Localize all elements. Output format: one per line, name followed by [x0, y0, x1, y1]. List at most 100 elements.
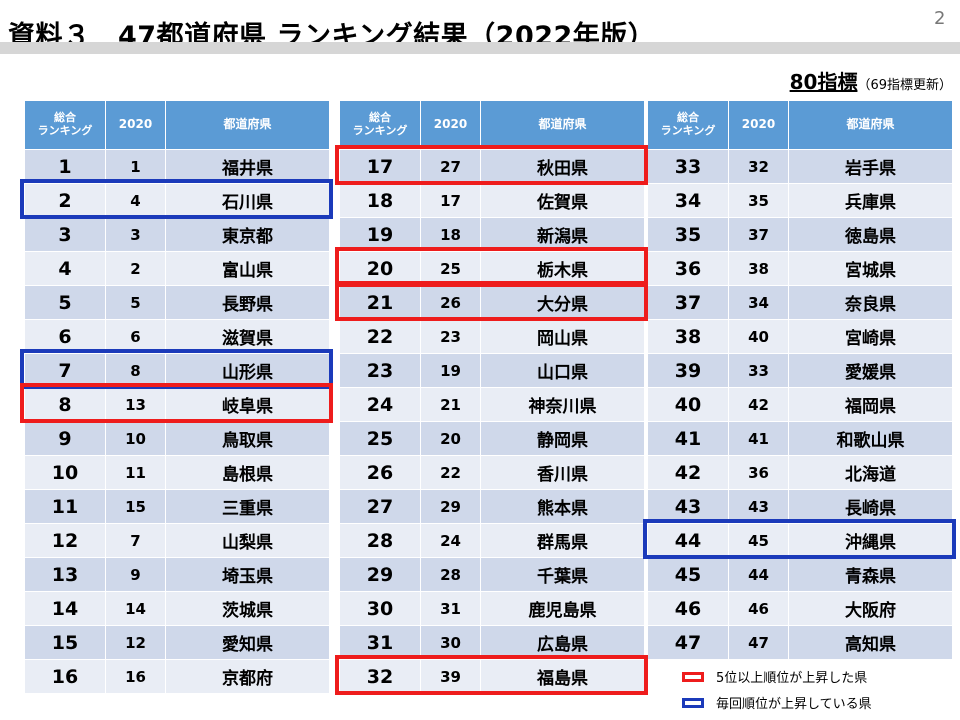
prev-rank-cell: 41	[728, 421, 789, 456]
table-row: 30 31 鹿児島県	[339, 591, 645, 626]
prefecture-cell: 福島県	[480, 659, 645, 694]
header-rank: 総合 ランキング	[24, 100, 106, 150]
header-prefecture: 都道府県	[480, 100, 645, 150]
header-2020: 2020	[728, 100, 789, 150]
table-row: 36 38 宮城県	[647, 251, 953, 286]
table-row: 28 24 群馬県	[339, 523, 645, 558]
table-row: 17 27 秋田県	[339, 149, 645, 184]
table-row: 18 17 佐賀県	[339, 183, 645, 218]
rank-cell: 12	[24, 523, 106, 558]
prev-rank-cell: 1	[105, 149, 166, 184]
prefecture-cell: 滋賀県	[165, 319, 330, 354]
prev-rank-cell: 2	[105, 251, 166, 286]
prev-rank-cell: 3	[105, 217, 166, 252]
table-row: 1 1 福井県	[24, 149, 330, 184]
legend-label: 5位以上順位が上昇した県	[716, 671, 868, 686]
prev-rank-cell: 13	[105, 387, 166, 422]
rank-cell: 17	[339, 149, 421, 184]
prefecture-cell: 兵庫県	[788, 183, 953, 218]
table-row: 19 18 新潟県	[339, 217, 645, 252]
prefecture-cell: 山口県	[480, 353, 645, 388]
rank-cell: 47	[647, 625, 729, 660]
prefecture-cell: 奈良県	[788, 285, 953, 320]
rank-cell: 21	[339, 285, 421, 320]
header-rank: 総合 ランキング	[339, 100, 421, 150]
table-row: 20 25 栃木県	[339, 251, 645, 286]
table-row: 21 26 大分県	[339, 285, 645, 320]
prefecture-cell: 秋田県	[480, 149, 645, 184]
legend-label: 毎回順位が上昇している県	[716, 697, 872, 712]
prefecture-cell: 高知県	[788, 625, 953, 660]
prefecture-cell: 島根県	[165, 455, 330, 490]
rank-cell: 14	[24, 591, 106, 626]
prev-rank-cell: 12	[105, 625, 166, 660]
prev-rank-cell: 20	[420, 421, 481, 456]
table-row: 37 34 奈良県	[647, 285, 953, 320]
prefecture-cell: 東京都	[165, 217, 330, 252]
rank-cell: 35	[647, 217, 729, 252]
rank-cell: 26	[339, 455, 421, 490]
table-row: 7 8 山形県	[24, 353, 330, 388]
table-row: 26 22 香川県	[339, 455, 645, 490]
table-row: 15 12 愛知県	[24, 625, 330, 660]
indicator-main: 80指標	[789, 70, 858, 94]
table-row: 38 40 宮崎県	[647, 319, 953, 354]
prev-rank-cell: 21	[420, 387, 481, 422]
table-row: 13 9 埼玉県	[24, 557, 330, 592]
table-row: 33 32 岩手県	[647, 149, 953, 184]
rank-cell: 28	[339, 523, 421, 558]
prefecture-cell: 富山県	[165, 251, 330, 286]
prefecture-cell: 青森県	[788, 557, 953, 592]
rank-cell: 16	[24, 659, 106, 694]
rank-cell: 38	[647, 319, 729, 354]
table-row: 22 23 岡山県	[339, 319, 645, 354]
table-row: 5 5 長野県	[24, 285, 330, 320]
prev-rank-cell: 25	[420, 251, 481, 286]
table-row: 11 15 三重県	[24, 489, 330, 524]
rank-cell: 20	[339, 251, 421, 286]
prev-rank-cell: 40	[728, 319, 789, 354]
table-row: 41 41 和歌山県	[647, 421, 953, 456]
table-row: 10 11 島根県	[24, 455, 330, 490]
prefecture-cell: 埼玉県	[165, 557, 330, 592]
prefecture-cell: 福井県	[165, 149, 330, 184]
rank-cell: 44	[647, 523, 729, 558]
rank-cell: 23	[339, 353, 421, 388]
prev-rank-cell: 17	[420, 183, 481, 218]
ranking-table-1: 総合 ランキング 2020 都道府県 1 1 福井県 2 4 石川県 3 3 東京都 4 2 富山県 5 5 長野県…	[24, 100, 330, 694]
header-row: 総合 ランキング 2020 都道府県	[24, 100, 330, 150]
rank-cell: 39	[647, 353, 729, 388]
ranking-table-3: 総合 ランキング 2020 都道府県 33 32 岩手県 34 35 兵庫県 35 37 徳島県 36 38…	[647, 100, 953, 660]
prev-rank-cell: 30	[420, 625, 481, 660]
rank-cell: 1	[24, 149, 106, 184]
rank-cell: 31	[339, 625, 421, 660]
table-row: 47 47 高知県	[647, 625, 953, 660]
header-prefecture: 都道府県	[788, 100, 953, 150]
table-row: 27 29 熊本県	[339, 489, 645, 524]
header-row: 総合 ランキング 2020 都道府県	[339, 100, 645, 150]
table-row: 14 14 茨城県	[24, 591, 330, 626]
prefecture-cell: 香川県	[480, 455, 645, 490]
prefecture-cell: 岐阜県	[165, 387, 330, 422]
header-2020: 2020	[420, 100, 481, 150]
prev-rank-cell: 18	[420, 217, 481, 252]
prev-rank-cell: 39	[420, 659, 481, 694]
ranking-table-2: 総合 ランキング 2020 都道府県 17 27 秋田県 18 17 佐賀県 19 18 新潟県 20 25…	[339, 100, 645, 694]
table-row: 32 39 福島県	[339, 659, 645, 694]
prev-rank-cell: 44	[728, 557, 789, 592]
prev-rank-cell: 16	[105, 659, 166, 694]
prev-rank-cell: 9	[105, 557, 166, 592]
prev-rank-cell: 22	[420, 455, 481, 490]
prefecture-cell: 鳥取県	[165, 421, 330, 456]
prev-rank-cell: 26	[420, 285, 481, 320]
rank-cell: 22	[339, 319, 421, 354]
rank-cell: 27	[339, 489, 421, 524]
prefecture-cell: 山梨県	[165, 523, 330, 558]
rank-cell: 19	[339, 217, 421, 252]
prefecture-cell: 岡山県	[480, 319, 645, 354]
title-underline-bar	[0, 42, 960, 54]
prev-rank-cell: 7	[105, 523, 166, 558]
table-row: 9 10 鳥取県	[24, 421, 330, 456]
table-row: 46 46 大阪府	[647, 591, 953, 626]
prefecture-cell: 千葉県	[480, 557, 645, 592]
